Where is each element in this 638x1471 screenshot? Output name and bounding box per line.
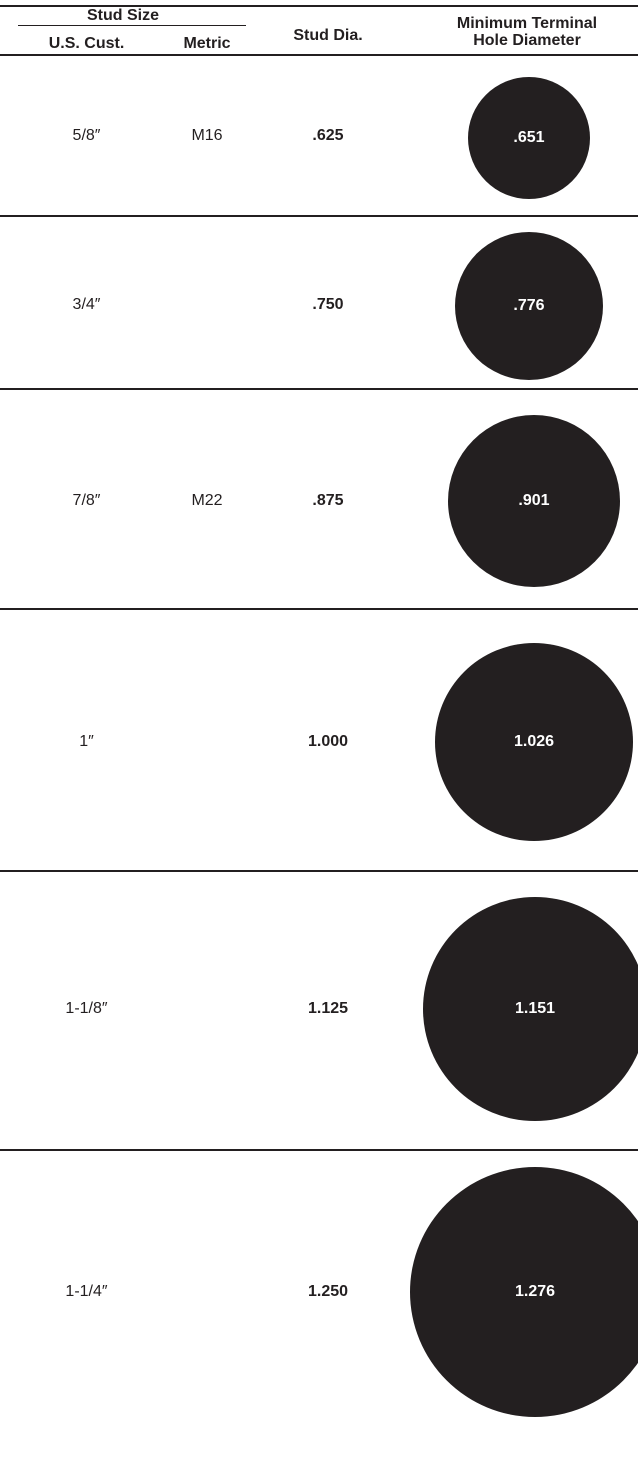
cell-us-cust: 1″	[79, 733, 94, 750]
cell-metric: M22	[191, 492, 223, 509]
header-min-terminal-line1: Minimum Terminal	[456, 15, 598, 32]
hole-diameter-circle: .776	[455, 232, 603, 380]
header-min-terminal-hole-diameter: Minimum Terminal Hole Diameter	[416, 15, 638, 49]
header-stud-size: Stud Size	[86, 7, 159, 24]
hole-diameter-circle: .651	[468, 77, 590, 199]
cell-hole-diameter: .651	[513, 129, 545, 146]
cell-stud-dia: .625	[312, 127, 344, 144]
table-top-rule	[0, 5, 638, 7]
cell-stud-dia: .750	[312, 296, 344, 313]
cell-us-cust: 1-1/8″	[65, 1000, 108, 1017]
cell-us-cust: 1-1/4″	[65, 1283, 108, 1300]
cell-hole-diameter: .776	[513, 297, 545, 314]
cell-stud-dia: 1.250	[307, 1283, 349, 1300]
row-divider	[0, 215, 638, 217]
header-stud-dia: Stud Dia.	[293, 27, 363, 44]
header-metric: Metric	[183, 35, 231, 52]
row-divider	[0, 388, 638, 390]
header-min-terminal-line2: Hole Diameter	[473, 32, 581, 49]
cell-metric: M16	[191, 127, 223, 144]
cell-stud-dia: 1.000	[307, 733, 349, 750]
cell-hole-diameter: .901	[518, 492, 550, 509]
cell-hole-diameter: 1.026	[513, 733, 555, 750]
hole-diameter-circle: 1.026	[435, 643, 633, 841]
cell-us-cust: 5/8″	[72, 127, 101, 144]
header-group-underline	[18, 25, 246, 26]
cell-stud-dia: 1.125	[307, 1000, 349, 1017]
row-divider	[0, 1149, 638, 1151]
row-divider	[0, 608, 638, 610]
header-us-cust: U.S. Cust.	[48, 35, 125, 52]
cell-us-cust: 7/8″	[72, 492, 101, 509]
hole-diameter-circle: .901	[448, 415, 620, 587]
hole-diameter-circle: 1.276	[410, 1167, 638, 1417]
cell-stud-dia: .875	[312, 492, 344, 509]
cell-hole-diameter: 1.276	[514, 1283, 556, 1300]
cell-hole-diameter: 1.151	[514, 1000, 556, 1017]
header-bottom-rule	[0, 54, 638, 56]
row-divider	[0, 870, 638, 872]
hole-diameter-circle: 1.151	[423, 897, 638, 1121]
cell-us-cust: 3/4″	[72, 296, 101, 313]
